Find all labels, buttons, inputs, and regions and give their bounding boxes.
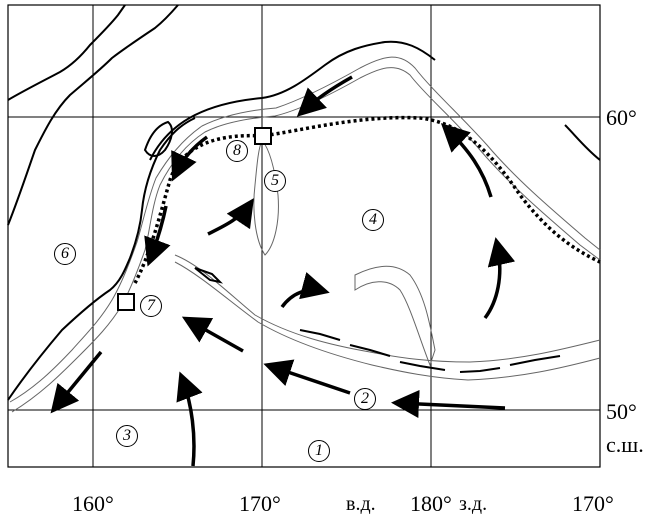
okhotsk-coast: [7, 4, 179, 226]
lat-label-50: 50°: [606, 399, 637, 424]
marker-4-number: 4: [369, 211, 377, 228]
current-arrow-aleutian-1: [263, 359, 351, 395]
taygonos-peninsula: [143, 120, 173, 157]
commander-islands: [194, 267, 224, 284]
lon-label-160: 160°: [72, 491, 114, 516]
alaska-edge: [564, 124, 601, 161]
marker-7: 7: [140, 295, 162, 317]
lat-label-60: 60°: [606, 105, 637, 130]
commander-shelf-contour: [174, 254, 601, 363]
aleutian-shelf-contour: [174, 261, 601, 381]
current-arrow-east-bering: [483, 237, 516, 320]
current-arrow-kamchatka-south: [50, 350, 103, 414]
point-square-7: [117, 293, 135, 311]
marker-3: 3: [116, 425, 138, 447]
current-arrow-alaska-north: [440, 123, 493, 198]
current-arrow-aleutian-2: [181, 316, 244, 353]
aleutian-arc: [299, 329, 561, 373]
bristol-shelf-contour: [354, 265, 436, 367]
current-arrow-anadyr: [296, 75, 353, 117]
lon-west-tag: з.д.: [459, 493, 488, 515]
marker-3-number: 3: [123, 427, 131, 444]
graticule: [8, 5, 600, 467]
marker-5-number: 5: [271, 172, 279, 189]
current-arrow-kamchatka-east: [144, 205, 171, 267]
marker-6-number: 6: [61, 245, 69, 262]
map-frame: [7, 4, 601, 468]
current-arrow-oyashio-branch: [176, 371, 203, 467]
marker-4: 4: [362, 209, 384, 231]
marker-5: 5: [264, 170, 286, 192]
marker-6: 6: [54, 243, 76, 265]
coastlines: [7, 4, 601, 401]
lat-hemisphere-label: с.ш.: [606, 432, 644, 457]
gulf-anadyr-contour: [253, 139, 279, 256]
marker-2-number: 2: [361, 390, 369, 407]
marker-1: 1: [308, 440, 330, 462]
okhotsk-north-coast: [7, 4, 126, 101]
marker-1-number: 1: [315, 442, 323, 459]
lon-label-180: 180°: [410, 491, 452, 516]
kamchatka-west-coast: [7, 117, 196, 401]
current-arrow-bering-gyre: [280, 272, 330, 309]
current-arrow-koryak: [171, 135, 209, 182]
kamchatka-shelf-contour: [11, 67, 601, 413]
lon-label-170w: 170°: [572, 491, 614, 516]
current-arrow-north-pacific: [391, 389, 506, 418]
current-arrow-commander: [207, 198, 254, 236]
dotted-route: [133, 115, 601, 284]
marker-7-number: 7: [147, 297, 155, 314]
lon-label-170e: 170°: [239, 491, 281, 516]
marker-8-number: 8: [233, 142, 241, 159]
point-square-8: [254, 127, 272, 145]
marker-8: 8: [226, 140, 248, 162]
marker-2: 2: [354, 388, 376, 410]
current-arrows: [50, 75, 516, 467]
kamchatka-shelf-contour-outer: [9, 56, 601, 403]
lon-east-tag: в.д.: [346, 493, 376, 515]
koryak-coast: [149, 40, 436, 161]
